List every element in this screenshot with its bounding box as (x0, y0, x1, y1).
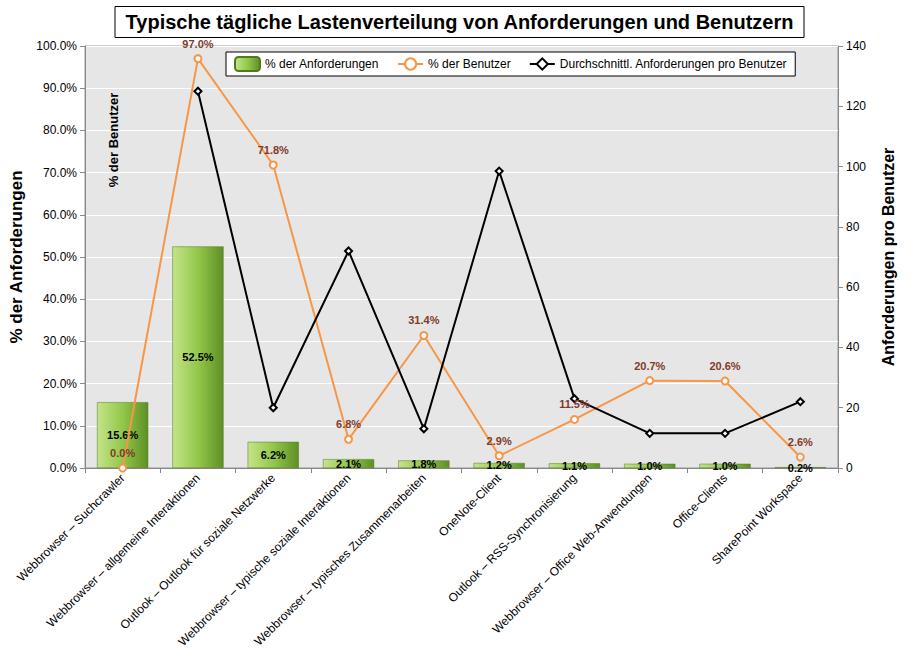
svg-text:80.0%: 80.0% (43, 123, 77, 137)
svg-text:% der Benutzer: % der Benutzer (428, 57, 511, 71)
svg-text:120: 120 (846, 99, 866, 113)
svg-text:20.6%: 20.6% (709, 360, 740, 372)
svg-text:Durchschnittl. Anforderungen p: Durchschnittl. Anforderungen pro Benutze… (560, 57, 787, 71)
svg-text:SharePoint Workspace: SharePoint Workspace (709, 471, 806, 568)
svg-text:60.0%: 60.0% (43, 208, 77, 222)
svg-text:0.0%: 0.0% (50, 461, 78, 475)
svg-text:2.1%: 2.1% (336, 458, 361, 470)
svg-text:% der Anforderungen: % der Anforderungen (265, 57, 378, 71)
svg-text:% der Benutzer: % der Benutzer (106, 93, 121, 188)
svg-text:0.2%: 0.2% (788, 462, 813, 474)
svg-text:Outlook – RSS-Synchronisierung: Outlook – RSS-Synchronisierung (445, 471, 579, 605)
svg-text:10.0%: 10.0% (43, 419, 77, 433)
svg-text:6.8%: 6.8% (336, 418, 361, 430)
svg-text:70.0%: 70.0% (43, 166, 77, 180)
svg-text:OneNote-Client: OneNote-Client (436, 471, 505, 540)
svg-text:100: 100 (846, 160, 866, 174)
svg-text:11.5%: 11.5% (559, 398, 590, 410)
svg-text:80: 80 (846, 220, 860, 234)
svg-text:50.0%: 50.0% (43, 250, 77, 264)
svg-text:20: 20 (846, 401, 860, 415)
svg-text:20.7%: 20.7% (634, 360, 665, 372)
svg-text:97.0%: 97.0% (182, 38, 213, 50)
svg-text:2.6%: 2.6% (788, 436, 813, 448)
svg-text:Outlook – Outlook für soziale: Outlook – Outlook für soziale Netzwerke (117, 471, 278, 632)
svg-text:60: 60 (846, 280, 860, 294)
svg-text:90.0%: 90.0% (43, 81, 77, 95)
svg-text:40.0%: 40.0% (43, 292, 77, 306)
svg-text:31.4%: 31.4% (408, 314, 439, 326)
svg-text:40: 40 (846, 340, 860, 354)
svg-text:0.0%: 0.0% (110, 447, 135, 459)
svg-text:71.8%: 71.8% (258, 144, 289, 156)
svg-text:30.0%: 30.0% (43, 334, 77, 348)
svg-text:Webbrowser – typisches Zusamme: Webbrowser – typisches Zusammenarbeiten (251, 471, 428, 648)
svg-text:1.0%: 1.0% (713, 460, 738, 472)
svg-text:0: 0 (846, 461, 853, 475)
svg-text:1.0%: 1.0% (637, 460, 662, 472)
svg-text:% der Anforderungen: % der Anforderungen (7, 170, 26, 343)
svg-text:2.9%: 2.9% (487, 435, 512, 447)
svg-text:Webbrowser – typische soziale: Webbrowser – typische soziale Interaktio… (176, 471, 354, 649)
svg-text:1.2%: 1.2% (487, 459, 512, 471)
svg-text:20.0%: 20.0% (43, 377, 77, 391)
svg-text:Typische tägliche Lastenvertei: Typische tägliche Lastenverteilung von A… (126, 11, 794, 33)
svg-text:Webbrowser – Suchcrawler: Webbrowser – Suchcrawler (14, 471, 128, 585)
svg-text:Webbrowser – allgemeine Intera: Webbrowser – allgemeine Interaktionen (44, 471, 203, 630)
svg-text:Anforderungen pro Benutzer: Anforderungen pro Benutzer (880, 148, 897, 367)
svg-text:1.1%: 1.1% (562, 460, 587, 472)
svg-text:140: 140 (846, 39, 866, 53)
svg-text:1.8%: 1.8% (411, 458, 436, 470)
svg-text:Webbrowser – Office Web-Anwend: Webbrowser – Office Web-Anwendungen (489, 471, 654, 636)
svg-text:100.0%: 100.0% (36, 39, 77, 53)
svg-text:Office-Clients: Office-Clients (669, 471, 730, 532)
svg-text:15.6%: 15.6% (107, 429, 138, 441)
svg-text:6.2%: 6.2% (261, 449, 286, 461)
svg-text:52.5%: 52.5% (182, 351, 213, 363)
